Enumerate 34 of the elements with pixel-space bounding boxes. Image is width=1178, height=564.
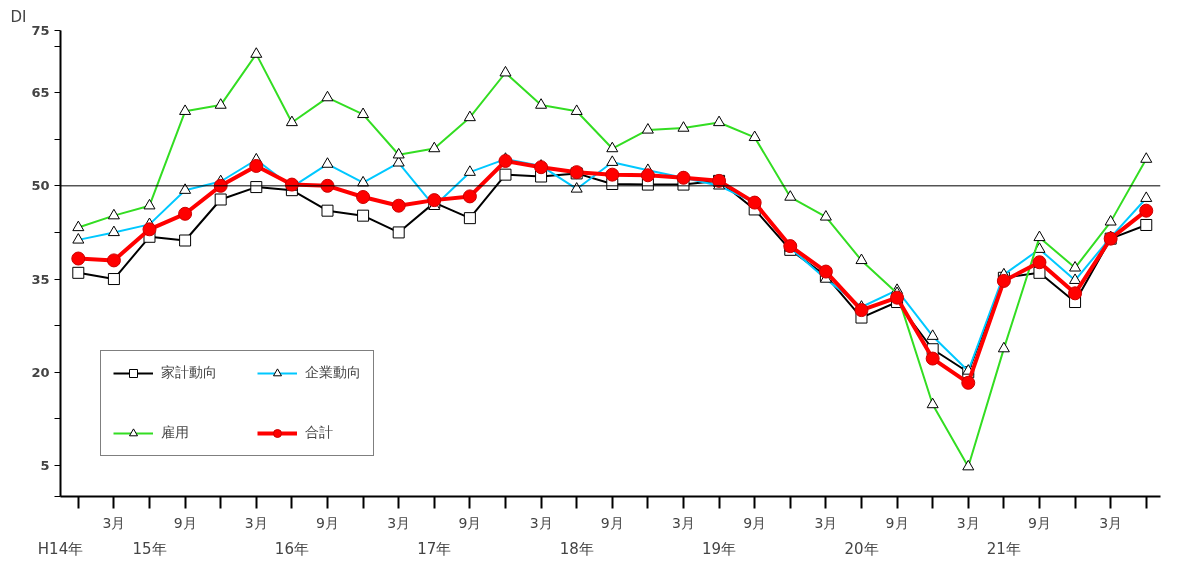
legend-label: 企業動向 [305, 364, 361, 382]
legend-label: 家計動向 [161, 364, 217, 382]
y-tick-label: 5 [40, 457, 50, 473]
x-tick-label: 9月 [173, 514, 197, 531]
x-tick-label: 9月 [743, 514, 767, 531]
y-tick-label: 50 [31, 178, 50, 194]
legend-label: 雇用 [161, 424, 189, 442]
text: 17年 [417, 539, 452, 558]
legend-label: 合計 [305, 424, 333, 442]
x-tick-label: 3月 [814, 514, 838, 531]
x-tick-label: 9月 [1028, 514, 1051, 531]
text: 20年 [844, 539, 879, 558]
text: 15年 [132, 539, 167, 558]
x-tick-label: 3月 [387, 514, 411, 531]
text: H14年 [37, 539, 84, 558]
y-tick-label: 75 [31, 23, 50, 38]
text: 18年 [559, 539, 594, 558]
text: 21年 [986, 539, 1021, 558]
x-tick-label: 9月 [885, 514, 909, 531]
x-tick-label: 3月 [1099, 514, 1123, 531]
x-tick-label: 3月 [956, 514, 980, 531]
y-tick-label: 65 [31, 85, 50, 101]
y-axis-title: DI [10, 7, 27, 26]
text: 16年 [274, 539, 309, 558]
x-tick-label: 3月 [529, 514, 553, 531]
x-tick-label: 3月 [672, 514, 695, 531]
text: 19年 [702, 539, 737, 558]
x-tick-label: 9月 [316, 514, 339, 531]
x-tick-label: 9月 [458, 514, 482, 531]
x-tick-label: 3月 [244, 514, 268, 531]
y-tick-label: 35 [31, 271, 50, 287]
x-tick-label: 3月 [102, 514, 126, 531]
y-tick-label: 20 [31, 364, 50, 380]
x-tick-label: 9月 [600, 514, 624, 531]
